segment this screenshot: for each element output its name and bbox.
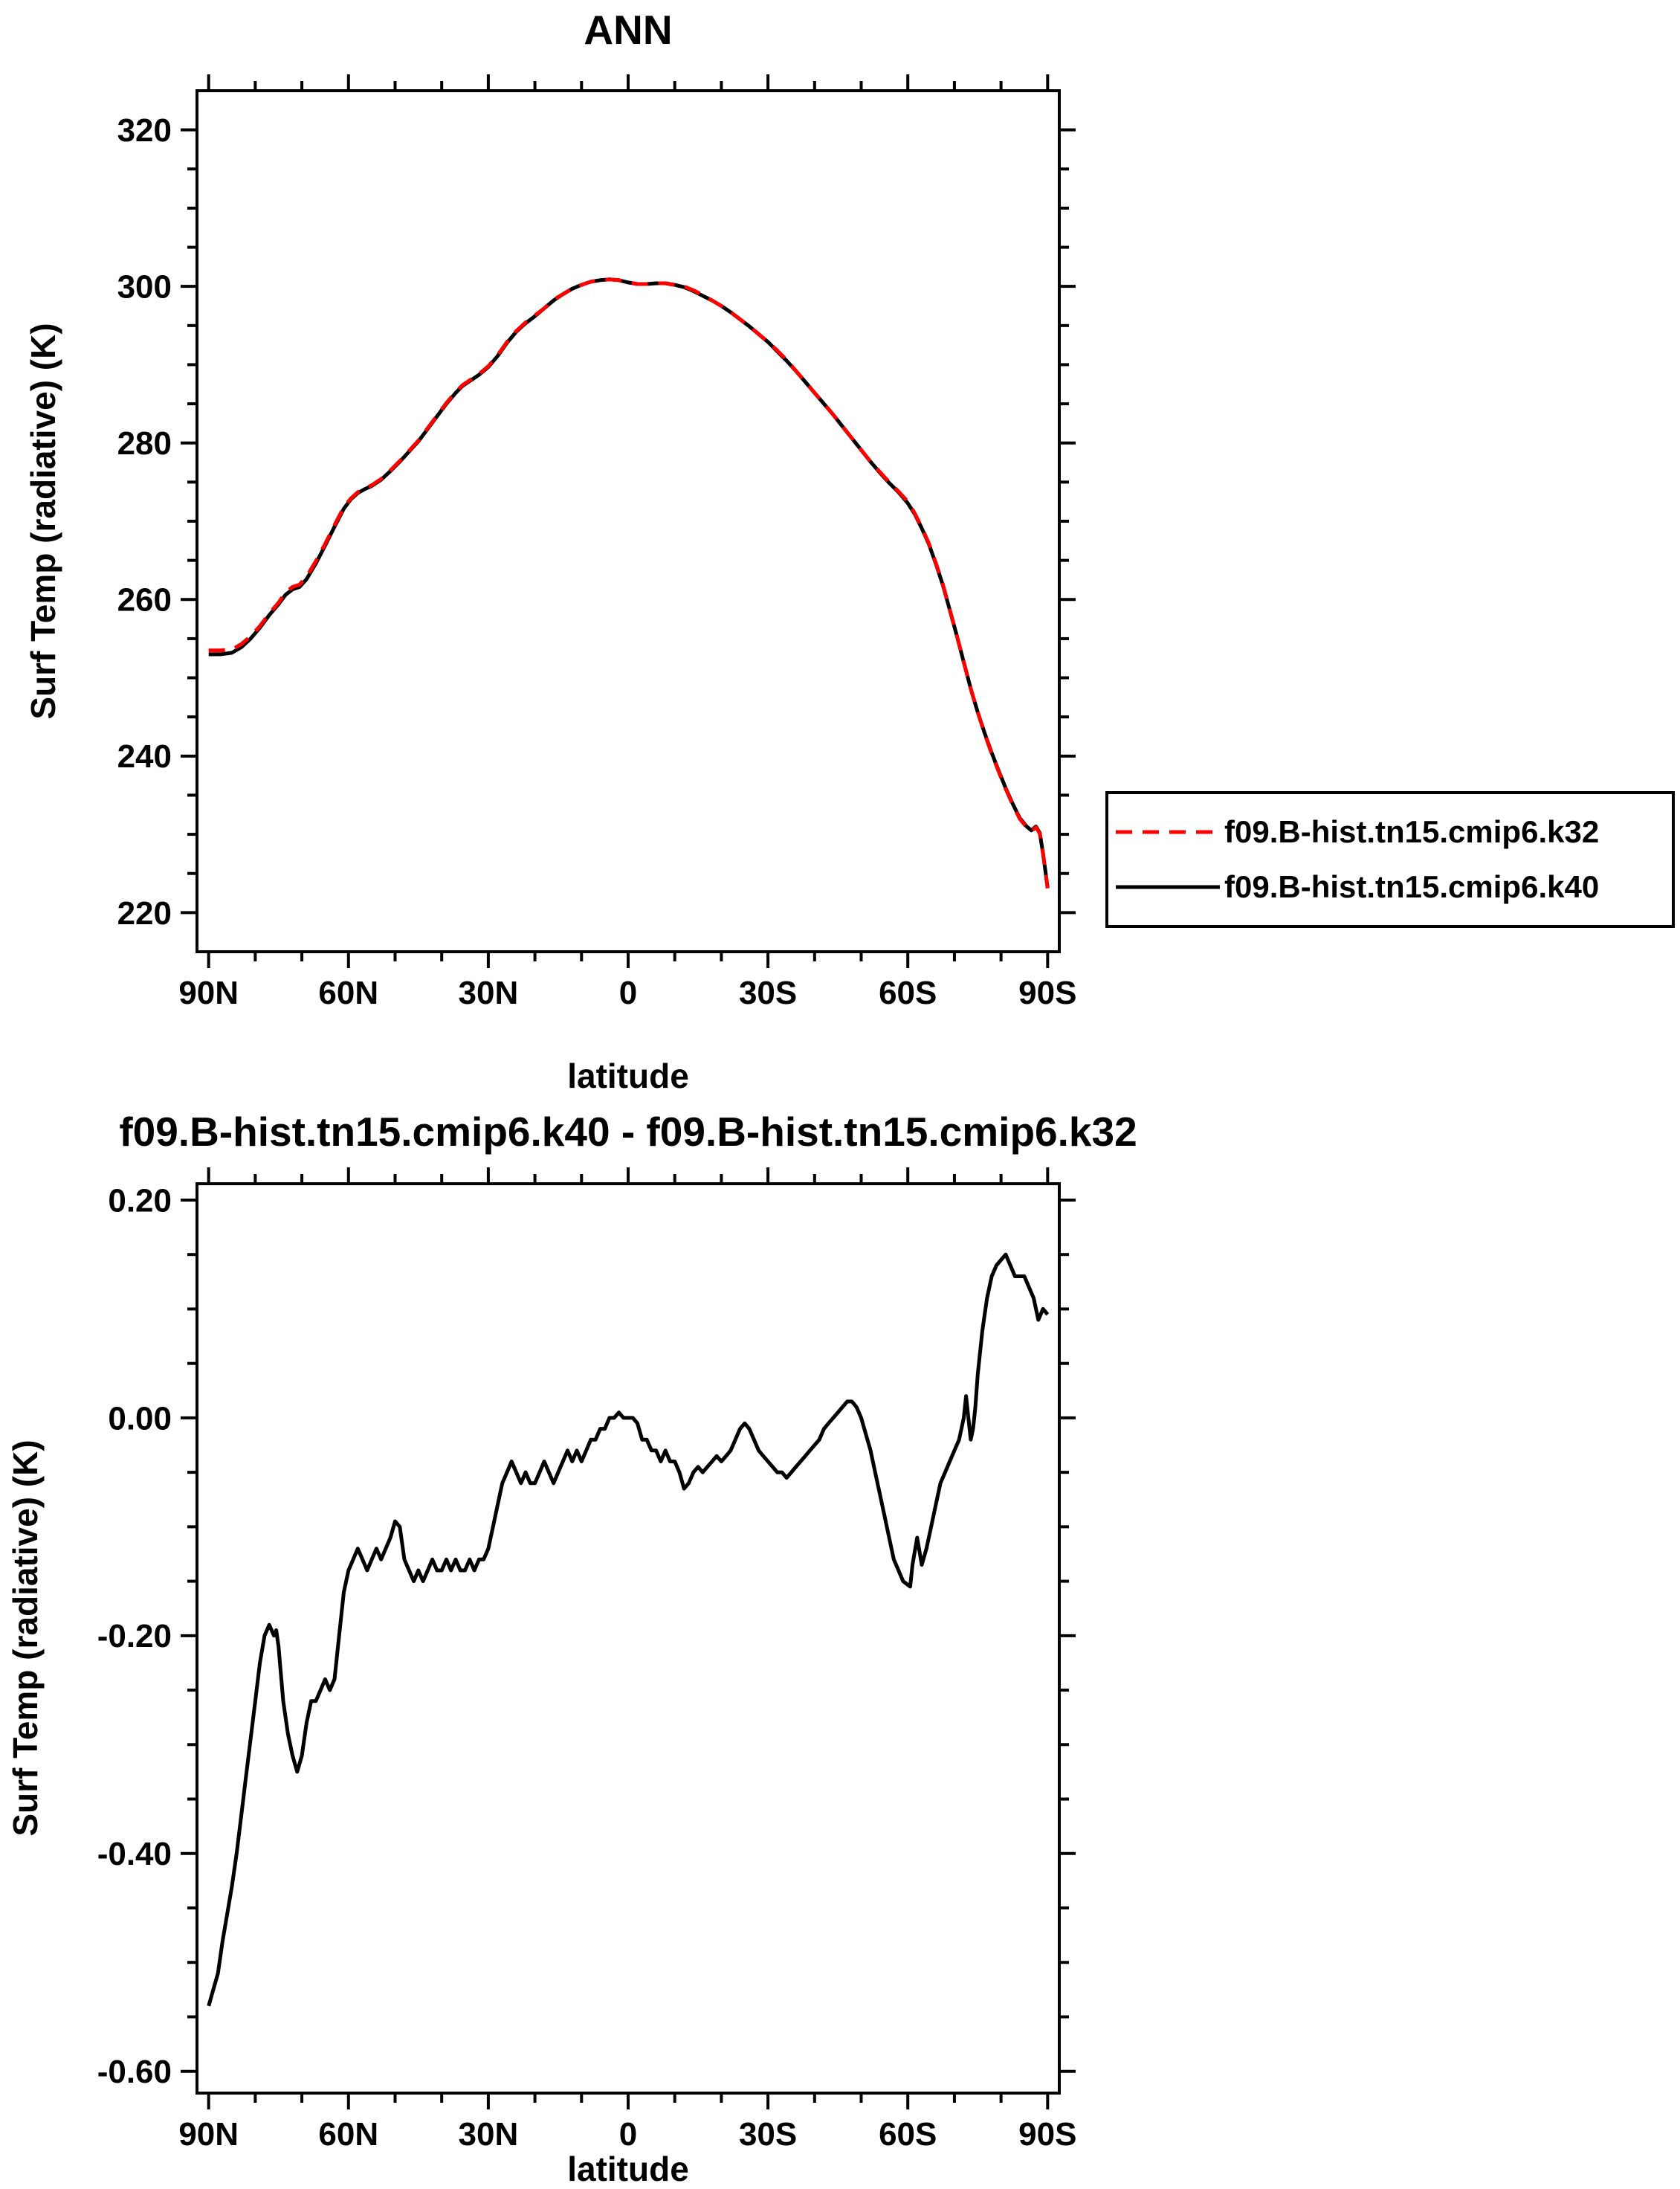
svg-text:260: 260 xyxy=(117,582,172,619)
legend-label-k40: f09.B-hist.tn15.cmip6.k40 xyxy=(1224,869,1600,905)
svg-text:90N: 90N xyxy=(178,2116,239,2153)
svg-text:220: 220 xyxy=(117,895,172,932)
svg-text:30N: 30N xyxy=(459,975,519,1011)
svg-text:60S: 60S xyxy=(879,2116,937,2153)
svg-text:0.00: 0.00 xyxy=(108,1400,172,1437)
legend: f09.B-hist.tn15.cmip6.k32 f09.B-hist.tn1… xyxy=(1105,791,1675,928)
svg-text:60S: 60S xyxy=(879,975,937,1011)
legend-item-k40: f09.B-hist.tn15.cmip6.k40 xyxy=(1108,869,1672,905)
top-chart: 90N 60N 30N 0 30S 60S 90S 220 240 260 280 300 320 xyxy=(117,74,1076,1011)
svg-text:320: 320 xyxy=(117,112,172,149)
svg-text:30N: 30N xyxy=(459,2116,519,2153)
top-chart-xlabel: latitude xyxy=(567,1057,689,1095)
svg-text:-0.60: -0.60 xyxy=(97,2054,172,2090)
svg-text:240: 240 xyxy=(117,738,172,775)
svg-text:300: 300 xyxy=(117,269,172,306)
svg-text:30S: 30S xyxy=(739,2116,797,2153)
legend-label-k32: f09.B-hist.tn15.cmip6.k32 xyxy=(1224,813,1600,849)
legend-line-sample-black-solid xyxy=(1116,885,1220,889)
bottom-chart-ylabel: Surf Temp (radiative) (K) xyxy=(6,1440,45,1837)
top-chart-ylabel: Surf Temp (radiative) (K) xyxy=(24,323,62,720)
svg-text:60N: 60N xyxy=(318,2116,378,2153)
svg-text:0: 0 xyxy=(619,975,637,1011)
bottom-chart-title: f09.B-hist.tn15.cmip6.k40 - f09.B-hist.t… xyxy=(119,1109,1137,1155)
svg-text:-0.40: -0.40 xyxy=(97,1836,172,1872)
svg-text:-0.20: -0.20 xyxy=(97,1618,172,1654)
svg-text:90S: 90S xyxy=(1018,2116,1076,2153)
svg-text:90N: 90N xyxy=(178,975,239,1011)
svg-text:0: 0 xyxy=(619,2116,637,2153)
svg-text:90S: 90S xyxy=(1018,975,1076,1011)
svg-text:30S: 30S xyxy=(739,975,797,1011)
svg-text:0.20: 0.20 xyxy=(108,1182,172,1219)
top-chart-title: ANN xyxy=(584,7,673,53)
bottom-chart-xlabel: latitude xyxy=(567,2150,689,2188)
svg-text:280: 280 xyxy=(117,425,172,462)
svg-text:60N: 60N xyxy=(318,975,378,1011)
legend-line-sample-red-dashed xyxy=(1116,830,1220,834)
bottom-chart: 90N 60N 30N 0 30S 60S 90S -0.60 -0.40 -0.20 0.00 0.… xyxy=(97,1167,1076,2153)
legend-item-k32: f09.B-hist.tn15.cmip6.k32 xyxy=(1108,814,1672,850)
